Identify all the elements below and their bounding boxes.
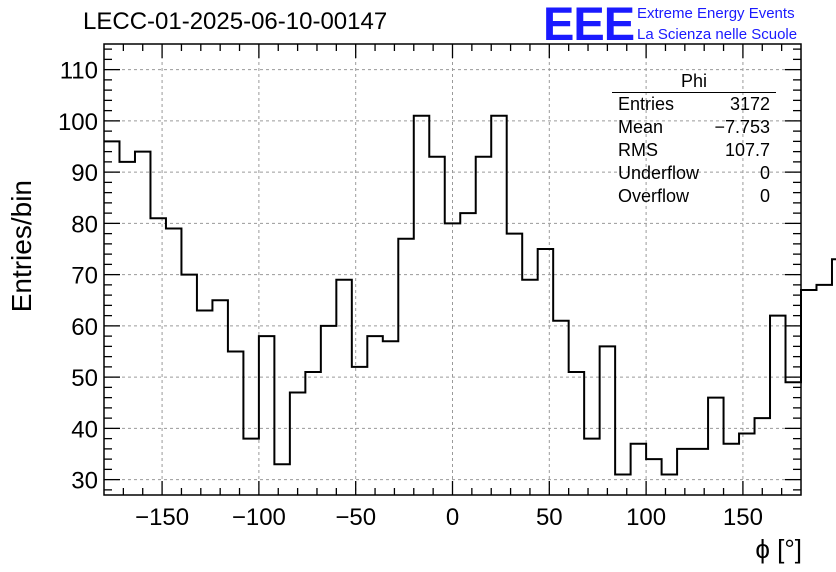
histogram-bin (631, 444, 646, 495)
stats-label: RMS (618, 140, 658, 160)
histogram-bin (553, 321, 568, 495)
histogram-bin (104, 141, 119, 495)
stats-value: 0 (759, 186, 770, 206)
histogram-bin (739, 434, 754, 496)
x-tick-label: 50 (536, 504, 563, 531)
histogram-bin (646, 459, 661, 495)
y-tick-label: 50 (71, 365, 98, 392)
eee-logo: EEE (543, 0, 635, 50)
histogram-bin (584, 439, 599, 495)
x-tick-label: −50 (335, 504, 376, 531)
histogram-bin (693, 449, 708, 495)
histogram-line (104, 114, 836, 476)
logo-caption: Extreme Energy Events La Scienza nelle S… (637, 3, 797, 45)
stats-row-mean: Mean −7.753 (612, 116, 776, 139)
histogram-bin (816, 285, 831, 495)
histogram-bin (290, 393, 305, 496)
histogram-bin (476, 157, 491, 495)
y-tick-label: 80 (71, 211, 98, 238)
y-tick-labels: 30 40 50 60 70 80 90 100 110 (58, 58, 98, 495)
histogram-bin (336, 280, 351, 495)
y-axis-label: Entries/bin (6, 180, 37, 313)
histogram-bin (460, 213, 475, 495)
histogram-series (104, 114, 836, 496)
stats-value: 3172 (729, 94, 770, 114)
histogram-bin (150, 218, 165, 495)
histogram-bin (491, 116, 506, 495)
stats-label: Mean (618, 117, 664, 137)
y-tick-label: 90 (71, 160, 98, 187)
y-tick-label: 110 (60, 58, 98, 85)
grid-lines (104, 44, 801, 495)
logo-caption-line-1: Extreme Energy Events (637, 5, 795, 22)
histogram-bin (507, 234, 522, 495)
y-tick-label: 60 (71, 314, 98, 341)
x-tick-labels: −150 −100 −50 0 50 100 150 (135, 504, 763, 531)
histogram-bin (352, 367, 367, 495)
histogram-bin (228, 352, 243, 496)
stats-box: Phi Entries 3172 Mean −7.753 RMS 107.7 U… (612, 70, 776, 208)
histogram-bin (259, 336, 274, 495)
histogram-bin (398, 239, 413, 495)
stats-value: 0 (759, 163, 770, 183)
histogram-bin (414, 116, 429, 495)
histogram-bin (197, 311, 212, 496)
stats-row-overflow: Overflow 0 (612, 185, 776, 208)
axis-ticks (104, 44, 801, 495)
y-tick-label: 30 (71, 468, 98, 495)
stats-value: −7.753 (714, 117, 770, 137)
stats-title: Phi (612, 70, 776, 93)
histogram-bin (119, 162, 134, 495)
histogram-bin (832, 259, 836, 495)
stats-row-underflow: Underflow 0 (612, 162, 776, 185)
histogram-bin (305, 372, 320, 495)
stats-label: Entries (618, 94, 675, 114)
x-tick-label: 100 (626, 504, 666, 531)
logo-caption-line-2: La Scienza nelle Scuole (637, 26, 798, 43)
stats-value: 107.7 (724, 140, 770, 160)
stats-row-rms: RMS 107.7 (612, 139, 776, 162)
histogram-bin (755, 418, 770, 495)
histogram-bin (445, 223, 460, 495)
histogram-bin (212, 300, 227, 495)
y-tick-label: 40 (71, 416, 98, 443)
histogram-bin (429, 157, 444, 495)
histogram-bin (522, 280, 537, 495)
histogram-bin (181, 275, 196, 495)
histogram-bin (569, 372, 584, 495)
histogram-bin (801, 290, 816, 495)
histogram-bin (724, 444, 739, 495)
stats-label: Underflow (618, 163, 700, 183)
histogram-bin (383, 341, 398, 495)
y-tick-label: 70 (71, 263, 98, 290)
histogram-bin (135, 152, 150, 495)
histogram-bin (166, 229, 181, 496)
histogram-bin (770, 316, 785, 495)
histogram-bin (600, 346, 615, 495)
histogram-bin (321, 326, 336, 495)
x-tick-label: 150 (723, 504, 763, 531)
x-tick-label: 0 (446, 504, 459, 531)
histogram-bin (708, 398, 723, 495)
y-tick-label: 100 (58, 109, 98, 136)
histogram-bin (243, 439, 258, 495)
histogram-bin (662, 475, 677, 496)
stats-label: Overflow (618, 186, 690, 206)
histogram-bin (538, 249, 553, 495)
histogram-bin (274, 464, 289, 495)
x-axis-label: ϕ [°] (755, 534, 802, 564)
stats-row-entries: Entries 3172 (612, 93, 776, 116)
x-tick-label: −150 (135, 504, 189, 531)
histogram-bin (367, 336, 382, 495)
x-tick-label: −100 (232, 504, 286, 531)
chart-title: LECC-01-2025-06-10-00147 (83, 8, 388, 35)
histogram-bin (615, 475, 630, 496)
